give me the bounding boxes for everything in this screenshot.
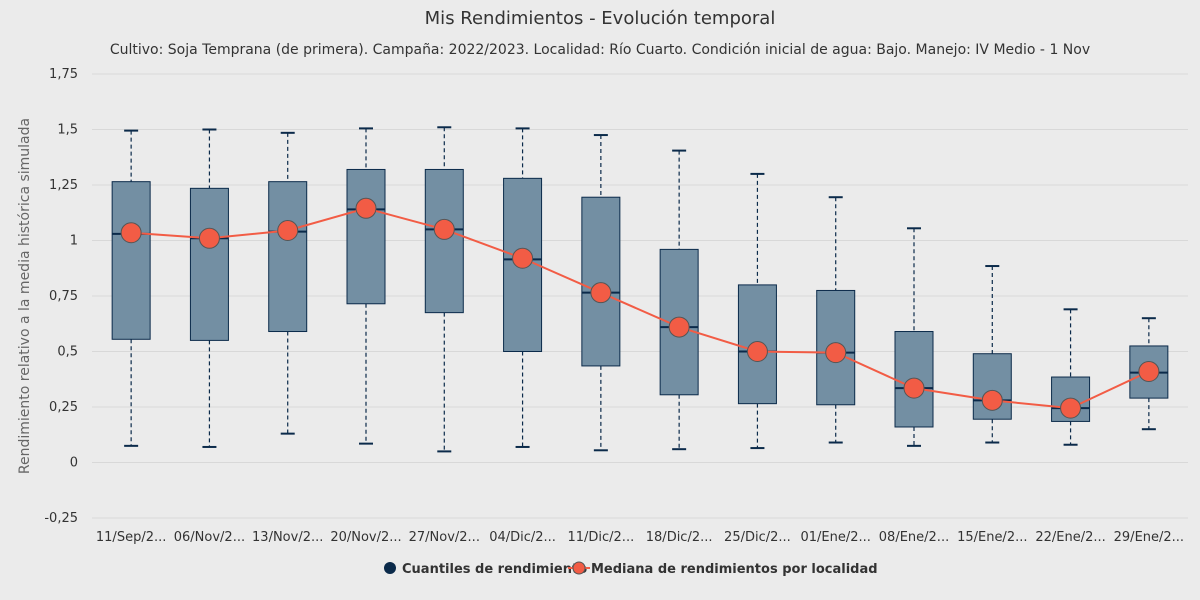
median-point (512, 247, 534, 269)
y-tick-label: 0 (70, 456, 78, 471)
median-point (825, 342, 847, 364)
median-point (981, 389, 1003, 411)
boxplot-box (111, 129, 151, 447)
x-tick-label: 08/Ene/2... (879, 530, 949, 545)
y-tick-label: 0,75 (49, 289, 78, 304)
y-tick-label: 1,5 (57, 123, 78, 138)
chart-title: Mis Rendimientos - Evolución temporal (425, 8, 776, 29)
legend-marker-quantiles[interactable] (384, 562, 396, 574)
median-point (903, 377, 925, 399)
y-tick-label: -0,25 (44, 511, 78, 526)
x-tick-label: 01/Ene/2... (801, 530, 871, 545)
median-line-series (120, 197, 1160, 419)
median-point (746, 341, 768, 362)
boxplot-box (268, 131, 308, 435)
y-axis-label: Rendimiento relativo a la media históric… (17, 118, 33, 474)
x-tick-label: 29/Ene/2... (1114, 530, 1184, 545)
x-tick-label: 20/Nov/2... (330, 530, 401, 545)
legend-label-quantiles[interactable]: Cuantiles de rendimiento (402, 562, 587, 577)
box-iqr (268, 181, 308, 333)
median-point (590, 282, 612, 304)
box-iqr (346, 168, 386, 305)
median-point (355, 197, 377, 219)
median-point (433, 218, 455, 240)
median-point (1138, 360, 1160, 382)
grid-lines (92, 73, 1188, 519)
legend-label-median[interactable]: Mediana de rendimientos por localidad (591, 562, 878, 577)
chart-subtitle: Cultivo: Soja Temprana (de primera). Cam… (110, 42, 1090, 58)
x-tick-label: 06/Nov/2... (174, 530, 245, 545)
y-tick-labels: -0,25 0 0,25 0,5 0,75 1 1,25 1,5 1,75 (44, 67, 78, 526)
y-tick-label: 0,5 (57, 345, 78, 360)
median-point (277, 220, 299, 242)
median-point (1060, 397, 1082, 419)
boxplot-box (189, 128, 229, 448)
box-iqr (189, 187, 229, 341)
x-tick-label: 27/Nov/2... (409, 530, 480, 545)
y-tick-label: 1 (70, 234, 78, 249)
x-tick-label: 15/Ene/2... (957, 530, 1027, 545)
legend: Cuantiles de rendimiento Mediana de rend… (384, 561, 878, 577)
y-tick-label: 0,25 (49, 400, 78, 415)
x-tick-label: 11/Dic/2... (567, 530, 634, 545)
median-point (120, 222, 142, 244)
median-line (131, 207, 1150, 410)
x-tick-labels: 11/Sep/2... 06/Nov/2... 13/Nov/2... 20/Nov/… (96, 530, 1184, 545)
box-iqr (424, 168, 464, 314)
x-tick-label: 11/Sep/2... (96, 530, 166, 545)
x-tick-label: 13/Nov/2... (252, 530, 323, 545)
box-iqr (111, 181, 151, 340)
x-tick-label: 18/Dic/2... (646, 530, 713, 545)
legend-marker-median[interactable] (572, 561, 586, 575)
median-point (668, 316, 690, 338)
x-tick-label: 22/Ene/2... (1035, 530, 1105, 545)
box-iqr (581, 196, 621, 367)
x-tick-label: 04/Dic/2... (489, 530, 556, 545)
median-point (198, 227, 220, 249)
x-tick-label: 25/Dic/2... (724, 530, 791, 545)
y-tick-label: 1,25 (49, 178, 78, 193)
boxplot-box (424, 126, 464, 453)
boxplot-box (581, 134, 621, 452)
y-tick-label: 1,75 (49, 67, 78, 82)
boxplot-box (346, 127, 386, 445)
